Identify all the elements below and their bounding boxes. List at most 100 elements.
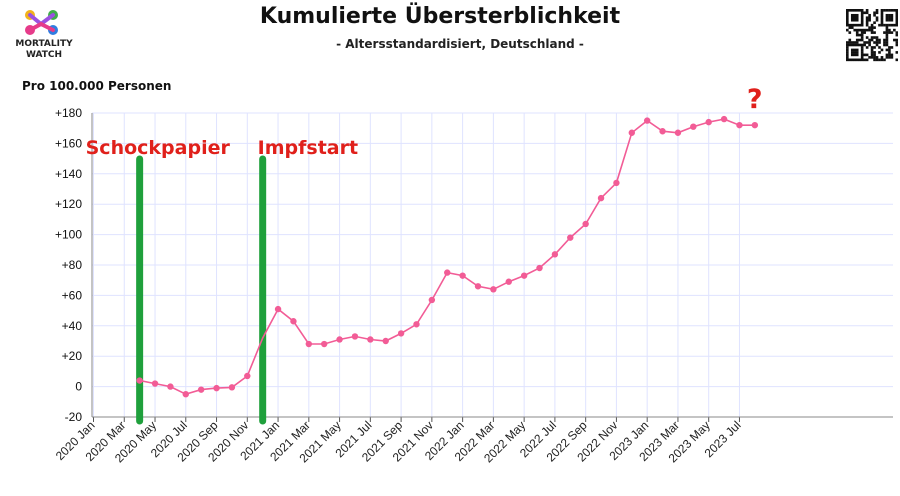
qr-module [858,58,862,62]
qr-module [885,31,889,34]
qr-module [893,23,896,27]
qr-module [893,38,896,42]
qr-module [850,58,854,62]
qr-module [850,9,854,12]
qr-module [860,51,864,54]
qr-module [870,23,874,27]
qr-module [848,58,852,62]
qr-module [853,58,857,62]
qr-module [848,41,852,44]
qr-module [873,31,876,34]
data-point [305,340,313,348]
data-point [736,121,743,129]
qr-code-icon[interactable] [846,4,898,66]
qr-module [890,23,894,27]
qr-module [885,9,889,12]
qr-module [875,36,879,39]
data-point [520,272,528,279]
qr-module [848,43,852,47]
y-tick-label: +60 [62,288,83,302]
series-cumulative-excess [136,115,759,398]
data-point [151,380,159,387]
qr-module [875,56,879,59]
qr-module [895,33,898,37]
qr-module [850,53,854,57]
qr-module [883,23,886,27]
qr-module [873,58,876,62]
qr-module [873,51,876,54]
qr-module [850,26,854,29]
data-point [321,340,328,348]
qr-module [858,43,862,47]
data-point [367,336,374,343]
data-point [628,129,635,136]
qr-module [888,18,891,22]
qr-module [888,53,891,57]
qr-module [855,38,859,42]
qr-module [880,58,884,62]
qr-module [888,48,891,52]
qr-module [853,23,857,27]
qr-module [870,53,874,57]
qr-module [890,46,894,49]
y-tick-label: +40 [62,319,83,333]
qr-module [868,41,871,44]
qr-module [865,41,869,44]
qr-module [890,13,894,17]
data-point [582,220,589,228]
qr-module [858,9,862,12]
qr-module [895,13,898,17]
qr-module [846,11,849,15]
data-point [551,251,559,258]
qr-module [850,41,854,44]
qr-module [875,16,879,20]
data-point [613,179,620,187]
qr-module [848,31,852,34]
qr-module [858,38,862,42]
qr-module [875,9,879,12]
y-tick-label: +120 [55,197,82,211]
y-tick-label: +180 [55,106,82,120]
qr-module [848,38,852,42]
qr-module [850,48,854,52]
grid [92,112,893,418]
data-point [597,194,605,202]
qr-module [865,16,869,20]
qr-module [865,58,869,62]
event-label: Schockpapier [86,137,231,159]
data-point [351,333,359,340]
qr-module [863,28,866,32]
data-point [751,121,759,129]
qr-module [855,53,859,57]
data-point [382,337,389,345]
qr-module [865,53,869,57]
data-point [182,391,189,398]
qr-module [846,28,849,32]
qr-module [846,23,849,27]
event-lines [136,155,267,425]
qr-module [868,43,871,47]
qr-module [846,21,849,25]
qr-module [895,41,898,44]
qr-module [846,58,849,62]
qr-module [853,41,857,44]
qr-module [870,28,874,32]
qr-module [865,28,869,32]
qr-module [890,18,894,22]
qr-module [855,51,859,54]
qr-module [895,23,898,27]
data-point [459,272,466,279]
qr-module [850,16,854,20]
data-point [413,321,420,328]
qr-module [863,41,866,44]
qr-module [870,51,874,54]
qr-module [855,48,859,52]
data-point [474,283,482,290]
data-point [197,386,205,393]
series-line [139,118,755,396]
qr-module [855,43,859,47]
qr-module [880,9,884,12]
data-point [705,118,712,126]
qr-module [860,38,864,42]
qr-module [848,23,852,27]
